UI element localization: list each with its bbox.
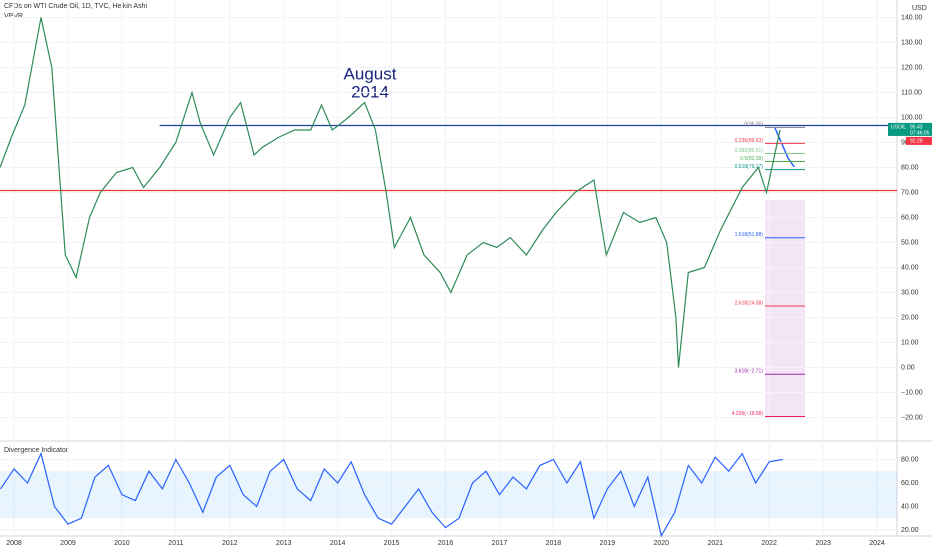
fib-label: 0.236(89.63) bbox=[735, 138, 764, 144]
y-tick-label: 60.00 bbox=[901, 214, 919, 221]
y-tick-label: 70.00 bbox=[901, 189, 919, 196]
y-tick-label: 80.00 bbox=[901, 456, 919, 463]
y-tick-label: 10.00 bbox=[901, 339, 919, 346]
symbol-label: USOIL bbox=[891, 124, 906, 130]
y-tick-label: 20.00 bbox=[901, 527, 919, 534]
fib-label: 4.236(−19.58) bbox=[732, 411, 764, 417]
x-tick-label: 2017 bbox=[492, 540, 508, 547]
annotation: August bbox=[344, 64, 397, 83]
series-line bbox=[0, 17, 781, 368]
x-tick-label: 2013 bbox=[276, 540, 292, 547]
fib-label: 2.618(24.58) bbox=[735, 300, 764, 306]
y-tick-label: 40.00 bbox=[901, 503, 919, 510]
x-tick-label: 2021 bbox=[707, 540, 723, 547]
y-tick-label: 50.00 bbox=[901, 239, 919, 246]
x-tick-label: 2023 bbox=[815, 540, 831, 547]
price-tag bbox=[906, 136, 932, 145]
x-tick-label: 2024 bbox=[869, 540, 885, 547]
fib-label: 0.382(85.61) bbox=[735, 148, 764, 154]
x-tick-label: 2011 bbox=[168, 540, 183, 547]
y-tick-label: 40.00 bbox=[901, 264, 919, 271]
x-tick-label: 2008 bbox=[6, 540, 22, 547]
fib-label: 3.618(−2.71) bbox=[735, 369, 764, 375]
series-line bbox=[0, 451, 783, 538]
prev-price: 92.29 bbox=[910, 138, 923, 144]
price-tag bbox=[888, 122, 932, 136]
y-tick-label: 120.00 bbox=[901, 64, 923, 71]
x-tick-label: 2012 bbox=[222, 540, 238, 547]
band bbox=[0, 471, 897, 519]
y-tick-label: 130.00 bbox=[901, 39, 923, 46]
chart-title: CFDs on WTI Crude Oil, 1D, TVC, Heikin A… bbox=[4, 3, 147, 10]
x-tick-label: 2015 bbox=[384, 540, 400, 547]
projection-arrow bbox=[774, 127, 796, 169]
last-price: 95.43 bbox=[910, 124, 923, 130]
y-tick-label: −20.00 bbox=[901, 414, 923, 421]
unit-label: USD bbox=[912, 5, 927, 12]
y-tick-label: 60.00 bbox=[901, 480, 919, 487]
indicator-title: Divergence Indicator bbox=[4, 447, 69, 454]
x-tick-label: 2020 bbox=[653, 540, 669, 547]
fib-label: 1.618(51.88) bbox=[735, 232, 764, 238]
x-tick-label: 2016 bbox=[438, 540, 454, 547]
y-tick-label: 80.00 bbox=[901, 164, 919, 171]
y-tick-label: 0.00 bbox=[901, 364, 915, 371]
y-tick-label: 140.00 bbox=[901, 14, 923, 21]
annotation: 2014 bbox=[351, 82, 389, 101]
x-tick-label: 2014 bbox=[330, 540, 346, 547]
y-tick-label: 20.00 bbox=[901, 314, 919, 321]
y-tick-label: 100.00 bbox=[901, 114, 923, 121]
x-tick-label: 2018 bbox=[546, 540, 562, 547]
fib-zone bbox=[765, 200, 805, 417]
y-tick-label: 30.00 bbox=[901, 289, 919, 296]
x-tick-label: 2009 bbox=[60, 540, 76, 547]
fib-label: 0(96.06) bbox=[744, 122, 763, 128]
countdown: 07:46:05 bbox=[910, 130, 930, 136]
fib-label: 0.5(82.39) bbox=[740, 156, 763, 162]
y-tick-label: −10.00 bbox=[901, 389, 923, 396]
x-tick-label: 2022 bbox=[761, 540, 777, 547]
fib-label: 0.618(79.17) bbox=[735, 164, 764, 170]
y-tick-label: 110.00 bbox=[901, 89, 922, 96]
x-tick-label: 2010 bbox=[114, 540, 130, 547]
x-tick-label: 2019 bbox=[600, 540, 616, 547]
